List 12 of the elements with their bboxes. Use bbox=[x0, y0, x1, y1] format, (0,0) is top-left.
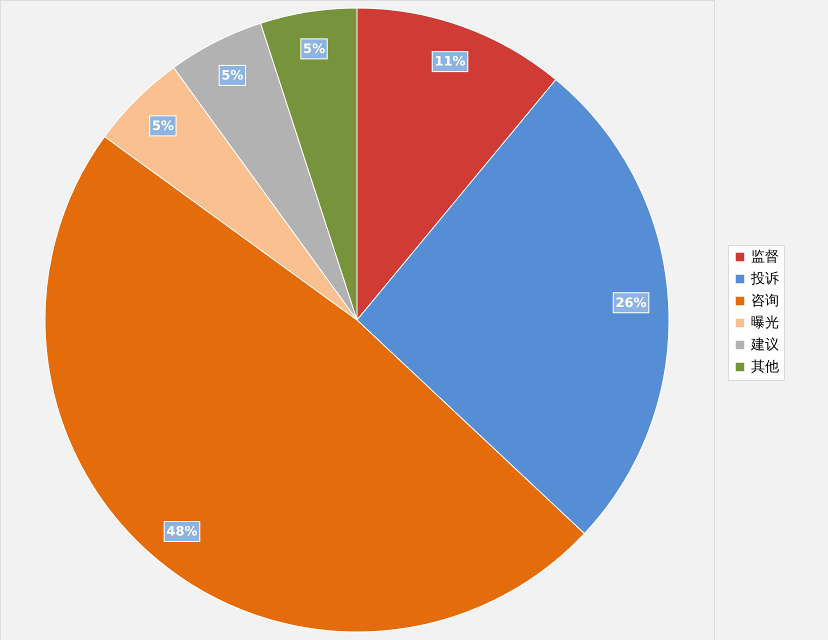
data-label: 11% bbox=[434, 54, 466, 70]
legend-label: 其他 bbox=[751, 359, 779, 375]
data-label: 26% bbox=[615, 296, 647, 311]
data-label: 5% bbox=[152, 118, 174, 134]
legend-label: 监督 bbox=[751, 249, 779, 265]
legend-label: 建议 bbox=[750, 337, 779, 353]
data-label: 48% bbox=[166, 524, 198, 540]
legend-label: 曝光 bbox=[751, 315, 779, 331]
data-label: 5% bbox=[221, 68, 244, 84]
legend-label: 咨询 bbox=[751, 293, 779, 309]
data-label: 5% bbox=[303, 42, 326, 57]
legend-label: 投诉 bbox=[750, 271, 779, 287]
